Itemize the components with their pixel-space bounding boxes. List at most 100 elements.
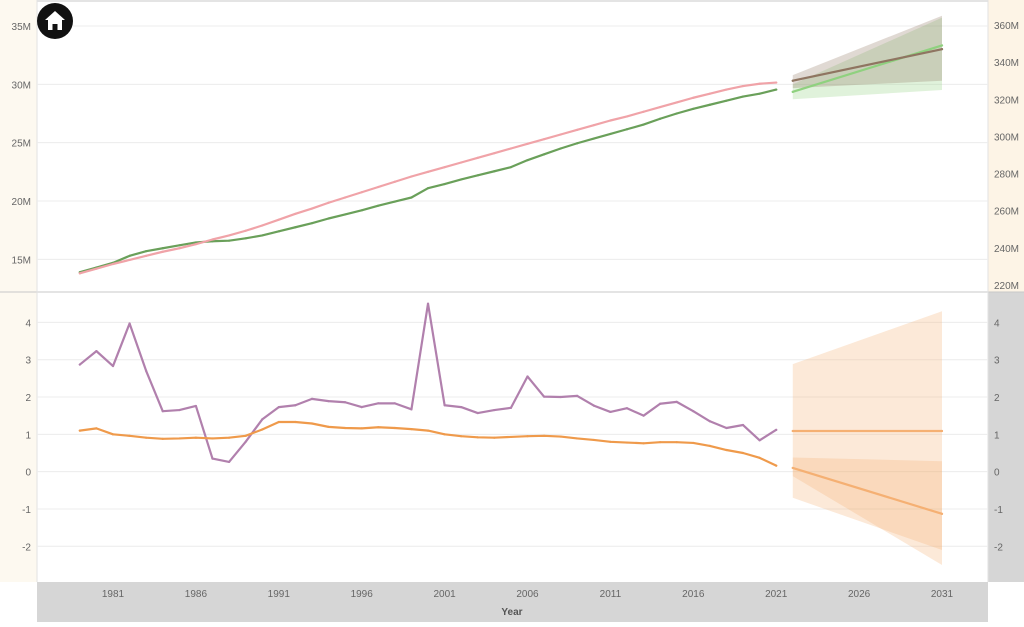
data-point-forecast_flat	[791, 429, 794, 433]
right-tick-label: 320M	[994, 95, 1019, 106]
data-point-purple	[559, 395, 562, 399]
data-point-orange	[327, 425, 330, 428]
left-tick-label: -2	[22, 542, 31, 553]
right-tick-label: 280M	[994, 170, 1019, 181]
data-point-orange	[277, 420, 280, 424]
data-point-forecast_brown	[791, 79, 794, 82]
data-point-orange	[294, 420, 297, 424]
data-point-purple	[327, 400, 330, 403]
right-tick-label: 260M	[994, 207, 1019, 218]
data-point-pink	[393, 180, 396, 183]
data-point-purple	[244, 440, 247, 443]
data-point-orange	[145, 436, 148, 439]
data-point-purple	[111, 364, 115, 368]
series-line-forecast_brown	[791, 48, 944, 82]
data-point-orange	[708, 444, 711, 448]
data-point-purple	[95, 350, 98, 353]
data-point-purple	[211, 457, 214, 460]
data-point-green	[741, 95, 745, 98]
data-point-pink	[476, 156, 479, 159]
data-point-orange	[310, 422, 314, 425]
right-tick-label: -2	[994, 542, 1003, 553]
data-point-green	[310, 222, 314, 225]
data-point-green	[145, 250, 148, 253]
data-point-green	[493, 170, 496, 173]
data-point-green	[460, 178, 463, 181]
data-point-green	[609, 132, 612, 136]
series-line-forecast_decline	[791, 466, 944, 515]
right-tick-label: 1	[994, 430, 1000, 441]
data-point-orange	[95, 427, 98, 430]
data-point-pink	[642, 110, 645, 113]
tick-layer: 15M 20M 25M 30M 35M 220M 240M 260M 280M 300M 320M 3…	[12, 21, 1019, 600]
data-point-orange	[128, 434, 131, 437]
x-axis-label: Year	[501, 607, 522, 618]
data-point-pink	[344, 196, 347, 199]
data-point-purple	[509, 406, 513, 409]
data-point-green	[576, 142, 579, 145]
x-axis-band	[37, 582, 988, 622]
data-point-orange	[493, 436, 496, 439]
data-point-orange	[609, 440, 612, 443]
data-point-green	[327, 217, 330, 220]
data-point-pink	[625, 115, 629, 118]
data-point-orange	[509, 435, 513, 439]
home-button[interactable]	[37, 3, 73, 39]
data-point-orange	[725, 448, 728, 452]
data-point-pink	[576, 128, 579, 131]
data-point-green	[775, 88, 778, 91]
data-point-green	[128, 254, 131, 257]
data-point-orange	[78, 429, 81, 432]
data-point-pink	[659, 105, 662, 109]
right-tick-label: 240M	[994, 244, 1019, 255]
data-point-purple	[128, 322, 131, 325]
data-point-purple	[460, 405, 463, 409]
data-point-pink	[443, 166, 446, 169]
data-point-forecast_decline	[791, 466, 794, 470]
data-point-orange	[244, 434, 247, 437]
x-tick-label: 2016	[682, 589, 705, 600]
data-point-orange	[559, 435, 562, 438]
right-tick-label: 340M	[994, 58, 1019, 69]
data-point-pink	[592, 124, 595, 127]
data-point-purple	[592, 404, 595, 407]
data-point-purple	[194, 404, 197, 408]
data-point-purple	[758, 439, 761, 442]
left-axis-band-bottom	[0, 292, 37, 582]
data-point-orange	[692, 441, 695, 445]
data-point-purple	[675, 400, 678, 403]
data-point-pink	[509, 147, 513, 150]
data-point-green	[526, 159, 529, 162]
data-point-pink	[261, 224, 264, 227]
data-point-green	[659, 117, 662, 120]
data-point-pink	[758, 82, 761, 85]
series-line-orange	[78, 420, 778, 467]
data-point-pink	[128, 258, 131, 262]
data-point-purple	[377, 402, 380, 405]
left-tick-label: 1	[25, 430, 31, 441]
data-point-purple	[642, 414, 645, 417]
right-tick-label: 0	[994, 468, 1000, 479]
data-point-orange	[426, 429, 430, 432]
data-point-pink	[460, 161, 463, 164]
right-tick-label: 360M	[994, 21, 1019, 32]
data-point-purple	[161, 410, 164, 413]
data-point-pink	[78, 272, 81, 275]
data-point-orange	[542, 434, 546, 437]
data-point-orange	[443, 433, 446, 436]
left-axis-band-top	[0, 0, 37, 292]
data-point-pink	[277, 218, 280, 221]
data-point-orange	[194, 436, 197, 439]
home-icon	[45, 11, 65, 30]
data-point-pink	[294, 212, 297, 215]
left-tick-label: 35M	[12, 22, 31, 33]
data-point-purple	[476, 411, 479, 415]
data-point-green	[178, 244, 181, 247]
data-point-green	[692, 107, 695, 110]
data-point-forecast_flat	[940, 429, 944, 433]
left-tick-label: 0	[25, 468, 31, 479]
data-point-pink	[542, 138, 546, 141]
data-point-purple	[576, 394, 579, 398]
data-point-purple	[609, 410, 612, 414]
